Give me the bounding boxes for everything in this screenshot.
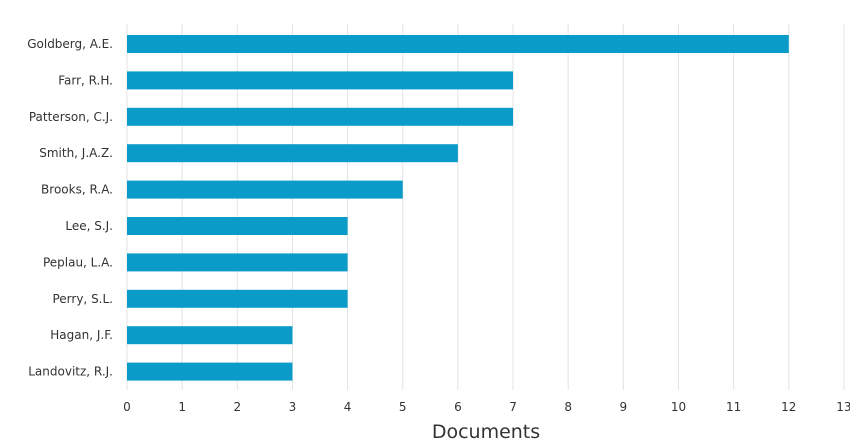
x-tick-label: 2 (233, 400, 241, 414)
category-label: Hagan, J.F. (50, 328, 113, 342)
category-label: Perry, S.L. (52, 292, 113, 306)
bar (127, 71, 514, 90)
x-tick-label: 3 (289, 400, 297, 414)
x-tick-label: 12 (781, 400, 796, 414)
bars (127, 35, 789, 381)
x-axis-title: Documents (432, 421, 540, 439)
bar (127, 217, 348, 235)
bar (127, 289, 348, 308)
x-tick-label: 7 (509, 400, 517, 414)
category-label: Smith, J.A.Z. (39, 146, 113, 160)
bar (127, 107, 514, 126)
x-tick-label: 1 (178, 400, 186, 414)
category-label: Farr, R.H. (58, 73, 113, 87)
x-tick-label: 0 (123, 400, 131, 414)
x-tick-label: 4 (344, 400, 352, 414)
bar (127, 253, 348, 272)
bar (127, 180, 403, 199)
bar (127, 35, 789, 53)
x-tick-label: 11 (726, 400, 741, 414)
bar (127, 144, 458, 163)
category-label: Brooks, R.A. (41, 183, 113, 197)
category-label: Lee, S.J. (65, 219, 113, 233)
category-label: Goldberg, A.E. (27, 37, 113, 51)
x-tick-label: 6 (454, 400, 462, 414)
x-tick-label: 13 (836, 400, 850, 414)
x-tick-label: 8 (564, 400, 572, 414)
x-tick-label: 9 (620, 400, 628, 414)
x-tick-label: 5 (399, 400, 407, 414)
x-tick-labels: 0 1 2 3 4 5 6 7 8 9 10 11 12 13 (123, 400, 850, 414)
category-label: Landovitz, R.J. (28, 365, 113, 379)
x-tick-label: 10 (671, 400, 686, 414)
bar (127, 326, 293, 345)
category-label: Patterson, C.J. (29, 110, 113, 124)
bar (127, 362, 293, 381)
category-label: Peplau, L.A. (43, 255, 113, 269)
category-labels: Goldberg, A.E. Farr, R.H. Patterson, C.J. S… (27, 37, 113, 379)
